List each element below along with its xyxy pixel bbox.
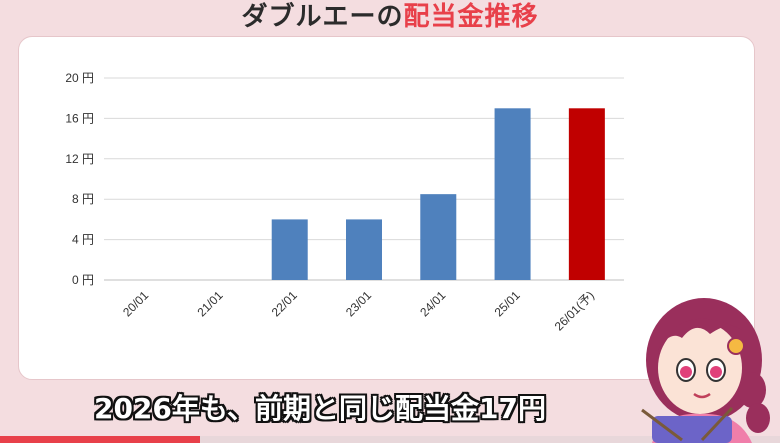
chart-card: 0 円 4 円 8 円 12 円 16 円 20 円 20/01 21/01 22/01 23/0…	[18, 36, 755, 380]
x-tick-label: 23/01	[343, 288, 374, 319]
dividend-bar	[420, 194, 457, 280]
y-tick-label: 4 円	[72, 233, 94, 247]
bottom-progress-strip	[0, 436, 780, 443]
x-tick-label: 20/01	[120, 288, 151, 319]
y-tick-label: 8 円	[72, 192, 94, 206]
y-tick-label: 16 円	[65, 111, 94, 125]
dividend-bar	[494, 108, 531, 280]
mascot-illustration	[641, 298, 770, 443]
subtitle-caption: 2026年も、前期と同じ配当金17円	[93, 392, 547, 425]
x-tick-label: 21/01	[194, 288, 225, 319]
bar-chart: 0 円 4 円 8 円 12 円 16 円 20 円 20/01 21/01 22/01 23/0…	[65, 71, 624, 333]
x-tick-label: 26/01(予)	[552, 288, 597, 333]
x-tick-label: 25/01	[492, 288, 523, 319]
bottom-strip-accent	[0, 436, 200, 443]
forecast-bar	[568, 108, 605, 280]
dividend-bar	[346, 219, 382, 280]
chart-title: ダブルエーの配当金推移	[0, 0, 780, 34]
x-tick-label: 22/01	[269, 288, 300, 319]
title-prefix: ダブルエーの	[241, 2, 404, 32]
y-tick-label: 20 円	[65, 71, 94, 85]
dividend-bar	[271, 219, 308, 280]
title-highlight: 配当金推移	[403, 2, 539, 32]
y-tick-label: 0 円	[72, 273, 94, 287]
y-tick-label: 12 円	[65, 152, 94, 166]
x-tick-label: 24/01	[417, 288, 448, 319]
